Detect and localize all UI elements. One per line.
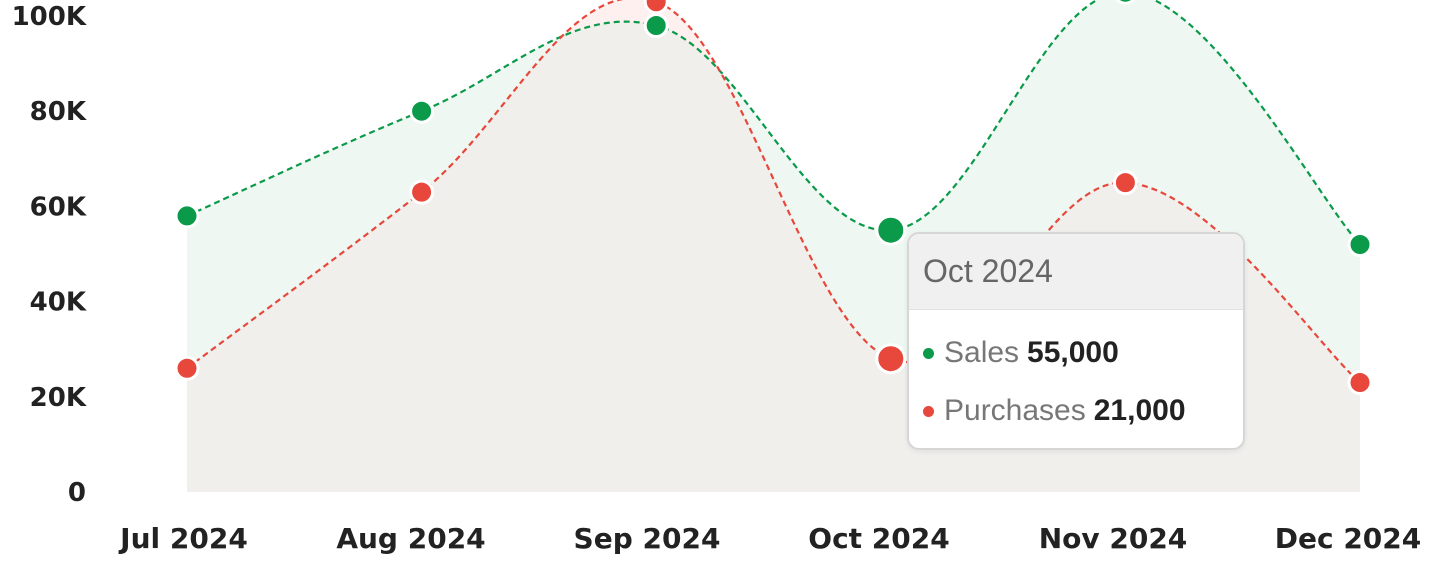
sales-point-3[interactable]	[875, 214, 907, 246]
purchases-dot-icon	[923, 405, 934, 417]
series-lines	[186, 0, 1361, 384]
sales-point-4[interactable]	[1114, 0, 1136, 5]
y-tick-label: 20K	[30, 383, 87, 413]
tooltip-row-purchases: Purchases 21,000	[909, 382, 1243, 440]
sales-point-1[interactable]	[409, 98, 435, 124]
x-tick-label: Nov 2024	[1039, 522, 1188, 555]
sales-line	[186, 0, 1361, 246]
chart-tooltip: Oct 2024 Sales 55,000 Purchases 21,000	[907, 232, 1245, 450]
y-axis-ticks: 0 20K 40K 60K 80K 100K	[12, 2, 87, 508]
sales-point-2[interactable]	[643, 13, 669, 39]
tooltip-row-sales: Sales 55,000	[909, 324, 1243, 382]
y-tick-label: 40K	[30, 288, 87, 318]
purchases-point-3[interactable]	[875, 343, 907, 375]
x-tick-label: Jul 2024	[118, 522, 248, 555]
tooltip-value-sales: 55,000	[1027, 336, 1119, 369]
tooltip-label-purchases: Purchases	[944, 394, 1086, 427]
y-tick-label: 60K	[30, 192, 87, 222]
purchases-point-5[interactable]	[1347, 370, 1373, 396]
purchases-point-0[interactable]	[174, 355, 200, 381]
sales-point-5[interactable]	[1347, 231, 1373, 257]
x-tick-label: Oct 2024	[808, 522, 949, 555]
y-tick-label: 0	[68, 478, 86, 508]
sales-point-0[interactable]	[174, 203, 200, 229]
tooltip-title: Oct 2024	[909, 234, 1243, 310]
y-tick-label: 100K	[12, 2, 87, 32]
x-axis-ticks: Jul 2024 Aug 2024 Sep 2024 Oct 2024 Nov 2024…	[118, 522, 1421, 555]
x-tick-label: Sep 2024	[574, 522, 721, 555]
x-tick-label: Dec 2024	[1275, 522, 1422, 555]
tooltip-label-sales: Sales	[944, 336, 1020, 369]
tooltip-value-purchases: 21,000	[1093, 394, 1186, 427]
purchases-point-4[interactable]	[1112, 170, 1138, 196]
x-tick-label: Aug 2024	[336, 522, 485, 555]
series-points	[174, 0, 1373, 396]
sales-dot-icon	[923, 347, 934, 359]
y-tick-label: 80K	[30, 97, 87, 127]
purchases-point-2[interactable]	[643, 0, 669, 15]
purchases-point-1[interactable]	[409, 179, 435, 205]
